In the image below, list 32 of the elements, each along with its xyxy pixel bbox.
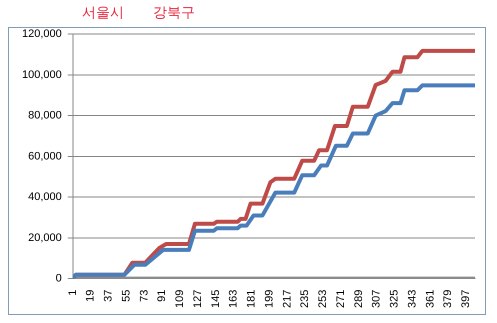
- x-tick-label: 19: [84, 290, 97, 302]
- x-tick-label: 235: [299, 290, 312, 308]
- y-tick-label: 80,000: [28, 110, 62, 122]
- text: 서울시: [82, 4, 124, 22]
- x-tick-label: 73: [138, 290, 150, 302]
- x-tick-label: 91: [156, 290, 168, 302]
- y-tick-label: 120,000: [22, 28, 62, 40]
- x-tick-label: 289: [352, 290, 365, 308]
- x-tick-label: 1: [66, 290, 79, 296]
- x-tick-label: 55: [120, 290, 132, 302]
- x-tick-label: 145: [210, 290, 222, 308]
- x-tick-label: 109: [174, 290, 186, 308]
- x-tick-label: 307: [370, 290, 383, 308]
- y-tick-label: 60,000: [28, 150, 62, 162]
- x-tick-label: 379: [442, 290, 454, 308]
- x-tick-label: 127: [192, 290, 204, 308]
- x-tick-label: 271: [334, 290, 347, 308]
- y-tick-label: 0: [56, 272, 62, 285]
- x-tick-label: 343: [406, 290, 418, 308]
- text: 강북구: [153, 4, 195, 22]
- y-tick-label: 100,000: [22, 68, 62, 81]
- x-tick-label: 217: [281, 290, 294, 308]
- x-tick-label: 181: [246, 290, 258, 308]
- x-tick-label: 163: [228, 290, 240, 308]
- x-tick-label: 199: [263, 290, 276, 308]
- x-tick-label: 37: [102, 290, 115, 302]
- x-tick-label: 397: [460, 290, 472, 308]
- x-tick-label: 361: [424, 290, 436, 308]
- y-tick-label: 40,000: [28, 191, 62, 204]
- y-tick-label: 20,000: [28, 232, 62, 244]
- x-tick-label: 253: [317, 290, 330, 308]
- x-tick-label: 325: [388, 290, 401, 308]
